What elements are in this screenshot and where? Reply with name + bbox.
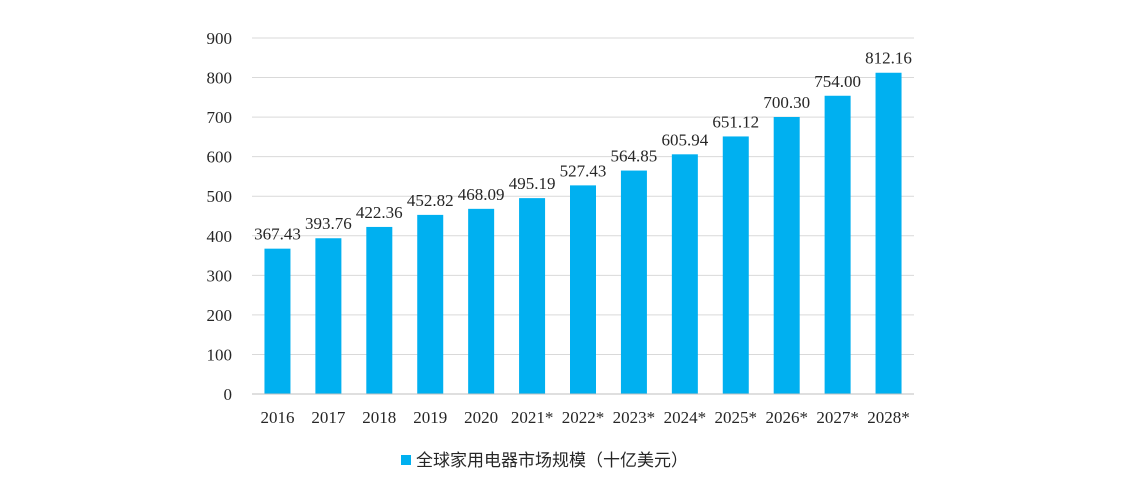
x-axis-category-labels: 2016 2017 2018 2019 2020 2021* 2022* 2023* 2024*… <box>260 408 909 427</box>
data-label: 754.00 <box>814 72 861 91</box>
bar <box>570 185 596 394</box>
x-category-label: 2020 <box>464 408 498 427</box>
y-tick-label: 500 <box>207 187 233 206</box>
y-tick-label: 900 <box>207 29 233 48</box>
x-category-label: 2024* <box>664 408 707 427</box>
data-label: 812.16 <box>865 49 912 68</box>
legend-swatch <box>401 455 411 465</box>
bar <box>468 208 495 394</box>
x-category-label: 2016 <box>260 408 294 427</box>
x-category-label: 2019 <box>413 408 447 427</box>
bar <box>417 214 444 394</box>
x-category-label: 2027* <box>816 408 859 427</box>
y-tick-label: 300 <box>207 266 233 285</box>
bar <box>722 136 749 394</box>
x-category-label: 2018 <box>362 408 396 427</box>
legend-label: 全球家用电器市场规模（十亿美元） <box>416 451 688 471</box>
y-tick-label: 800 <box>207 69 233 88</box>
y-tick-label: 200 <box>207 306 233 325</box>
data-label: 468.09 <box>458 185 505 204</box>
data-label: 393.76 <box>305 214 352 233</box>
y-tick-label: 700 <box>207 108 233 127</box>
data-label: 527.43 <box>560 161 607 180</box>
x-category-label: 2021* <box>511 408 554 427</box>
bar <box>620 170 647 394</box>
x-category-label: 2025* <box>715 408 758 427</box>
bar <box>824 95 851 395</box>
x-category-label: 2023* <box>613 408 656 427</box>
bar <box>366 226 393 394</box>
y-tick-label: 400 <box>207 227 233 246</box>
bars <box>264 72 902 395</box>
x-category-label: 2026* <box>765 408 808 427</box>
x-category-label: 2028* <box>867 408 910 427</box>
data-label: 651.12 <box>712 112 759 131</box>
bar <box>875 72 902 394</box>
bar <box>519 198 546 394</box>
y-tick-label: 100 <box>207 345 233 364</box>
x-category-label: 2022* <box>562 408 605 427</box>
y-tick-label: 600 <box>207 148 233 167</box>
y-tick-label: 0 <box>224 385 233 404</box>
legend[interactable]: 全球家用电器市场规模（十亿美元） <box>401 451 688 471</box>
data-label: 700.30 <box>763 93 810 112</box>
data-label: 452.82 <box>407 191 454 210</box>
bar <box>671 154 698 394</box>
bar <box>315 238 342 394</box>
data-label: 564.85 <box>611 147 658 166</box>
data-label: 495.19 <box>509 174 556 193</box>
x-category-label: 2017 <box>311 408 346 427</box>
y-axis-tick-labels: 0 100 200 300 400 500 600 700 800 900 <box>207 29 233 404</box>
bar <box>773 116 800 395</box>
data-label: 367.43 <box>254 225 301 244</box>
data-label: 605.94 <box>661 130 708 149</box>
data-label: 422.36 <box>356 203 403 222</box>
bar <box>264 248 291 394</box>
